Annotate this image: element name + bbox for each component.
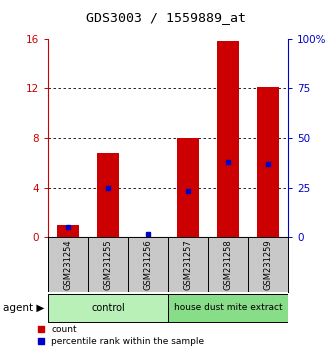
Text: GSM231257: GSM231257 xyxy=(183,239,193,290)
Legend: count, percentile rank within the sample: count, percentile rank within the sample xyxy=(38,325,204,346)
Text: agent ▶: agent ▶ xyxy=(3,303,45,313)
Text: GSM231259: GSM231259 xyxy=(263,239,272,290)
Bar xyxy=(217,41,239,237)
Text: GSM231254: GSM231254 xyxy=(64,239,72,290)
Bar xyxy=(168,294,288,322)
Bar xyxy=(97,153,119,237)
Text: house dust mite extract: house dust mite extract xyxy=(174,303,282,313)
Bar xyxy=(57,225,79,237)
Text: GSM231256: GSM231256 xyxy=(143,239,153,290)
Bar xyxy=(257,87,279,237)
Text: GSM231255: GSM231255 xyxy=(104,239,113,290)
Text: GDS3003 / 1559889_at: GDS3003 / 1559889_at xyxy=(85,11,246,24)
Text: GSM231258: GSM231258 xyxy=(223,239,232,290)
Bar xyxy=(137,236,159,237)
Text: control: control xyxy=(91,303,125,313)
Bar xyxy=(177,138,199,237)
Bar xyxy=(48,294,168,322)
